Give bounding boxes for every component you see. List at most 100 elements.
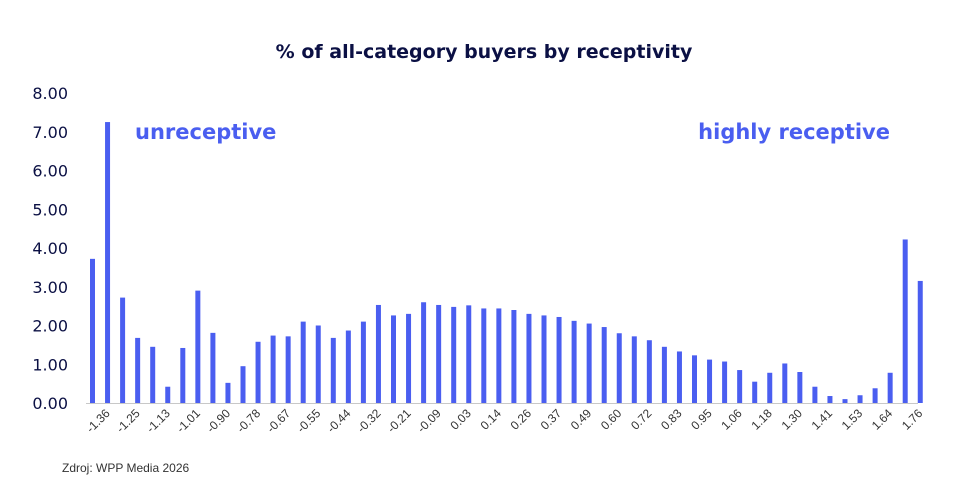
bar: [345, 330, 351, 403]
bar: [571, 320, 577, 403]
bar: [300, 321, 306, 403]
bar: [692, 355, 697, 403]
bar: [661, 346, 667, 403]
x-axis: -1.36 -1.25 -1.13 -1.01 -0.90 -0.78 -0.67 -0.55…: [83, 406, 925, 435]
x-tick-label: -1.01: [174, 406, 203, 435]
bar: [857, 395, 863, 403]
bar: [150, 346, 156, 403]
bar: [601, 327, 607, 403]
bar: [330, 337, 336, 403]
bar: [240, 366, 246, 403]
bar: [421, 302, 427, 403]
bar: [797, 372, 803, 403]
x-tick-label: 1.18: [748, 406, 775, 433]
source-note: Zdroj: WPP Media 2026: [62, 461, 189, 475]
x-tick-label: 0.03: [447, 406, 474, 433]
x-tick-label: -1.25: [114, 406, 143, 435]
y-tick-label: 4.00: [32, 239, 68, 258]
x-tick-label: 1.06: [718, 406, 745, 433]
annotation-highly-receptive: highly receptive: [698, 120, 890, 144]
x-tick-label: 0.60: [598, 406, 625, 433]
bar: [210, 332, 216, 403]
annotation-unreceptive: unreceptive: [135, 120, 276, 144]
y-tick-label: 0.00: [32, 394, 68, 413]
x-tick-label: -0.44: [324, 406, 353, 435]
y-tick-label: 3.00: [32, 278, 68, 297]
bar: [526, 313, 532, 403]
y-tick-label: 5.00: [32, 200, 68, 219]
bar: [586, 323, 592, 403]
chart-title: % of all-category buyers by receptivity: [276, 41, 693, 63]
bar: [496, 308, 502, 403]
bar: [375, 304, 381, 403]
bar: [827, 396, 833, 403]
x-tick-label: -1.36: [83, 406, 112, 435]
x-tick-label: 0.49: [568, 406, 595, 433]
x-tick-label: -0.55: [294, 406, 323, 435]
y-tick-label: 1.00: [32, 355, 68, 374]
bar: [481, 308, 487, 403]
bar: [872, 388, 878, 403]
bar: [737, 370, 743, 403]
bar: [722, 361, 728, 403]
bar: [782, 363, 788, 403]
y-tick-label: 7.00: [32, 123, 68, 142]
bar: [902, 239, 908, 403]
bar: [436, 304, 442, 403]
x-tick-label: -1.13: [144, 406, 173, 435]
x-tick-label: 1.30: [779, 406, 806, 433]
bar: [541, 315, 547, 403]
x-tick-label: 1.64: [869, 406, 896, 433]
y-tick-label: 6.00: [32, 162, 68, 181]
bar: [391, 315, 396, 403]
bar: [360, 321, 366, 403]
bar: [180, 347, 186, 403]
bar: [466, 305, 472, 403]
bar: [631, 336, 637, 403]
bar: [195, 290, 201, 403]
x-tick-label: 1.41: [809, 406, 836, 433]
bar-series: [90, 122, 923, 403]
bar: [135, 337, 141, 403]
x-tick-label: 1.76: [899, 406, 926, 433]
bar: [451, 306, 457, 403]
y-axis: 0.00 1.00 2.00 3.00 4.00 5.00 6.00 7.00 8.00: [32, 84, 68, 413]
x-tick-label: 0.72: [628, 406, 655, 433]
bar: [556, 316, 562, 403]
bar: [165, 386, 171, 403]
bar: [285, 336, 291, 403]
bar: [616, 333, 622, 403]
bar: [676, 351, 682, 403]
bar: [842, 399, 848, 403]
bar: [752, 381, 758, 403]
bar: [887, 372, 893, 403]
bar: [225, 382, 231, 403]
x-tick-label: 0.37: [538, 406, 565, 433]
bar: [917, 280, 923, 403]
x-tick-label: 1.53: [839, 406, 866, 433]
bar: [646, 340, 652, 403]
x-tick-label: -0.32: [354, 406, 383, 435]
bar: [120, 297, 126, 403]
bar: [707, 359, 713, 403]
y-tick-label: 8.00: [32, 84, 68, 103]
x-tick-label: -0.90: [204, 406, 233, 435]
bar: [511, 310, 517, 403]
bar: [767, 372, 773, 403]
y-tick-label: 2.00: [32, 317, 68, 336]
x-tick-label: 0.83: [658, 406, 685, 433]
bar: [90, 258, 95, 403]
bar: [315, 325, 321, 403]
bar: [105, 122, 111, 403]
bar: [255, 341, 261, 403]
x-tick-label: 0.26: [508, 406, 535, 433]
x-tick-label: -0.21: [384, 406, 413, 435]
x-tick-label: -0.78: [234, 406, 263, 435]
x-tick-label: -0.09: [415, 406, 444, 435]
x-tick-label: 0.95: [688, 406, 715, 433]
x-tick-label: -0.67: [264, 406, 293, 435]
bar: [270, 335, 276, 403]
bar: [812, 386, 818, 403]
x-tick-label: 0.14: [478, 406, 505, 433]
